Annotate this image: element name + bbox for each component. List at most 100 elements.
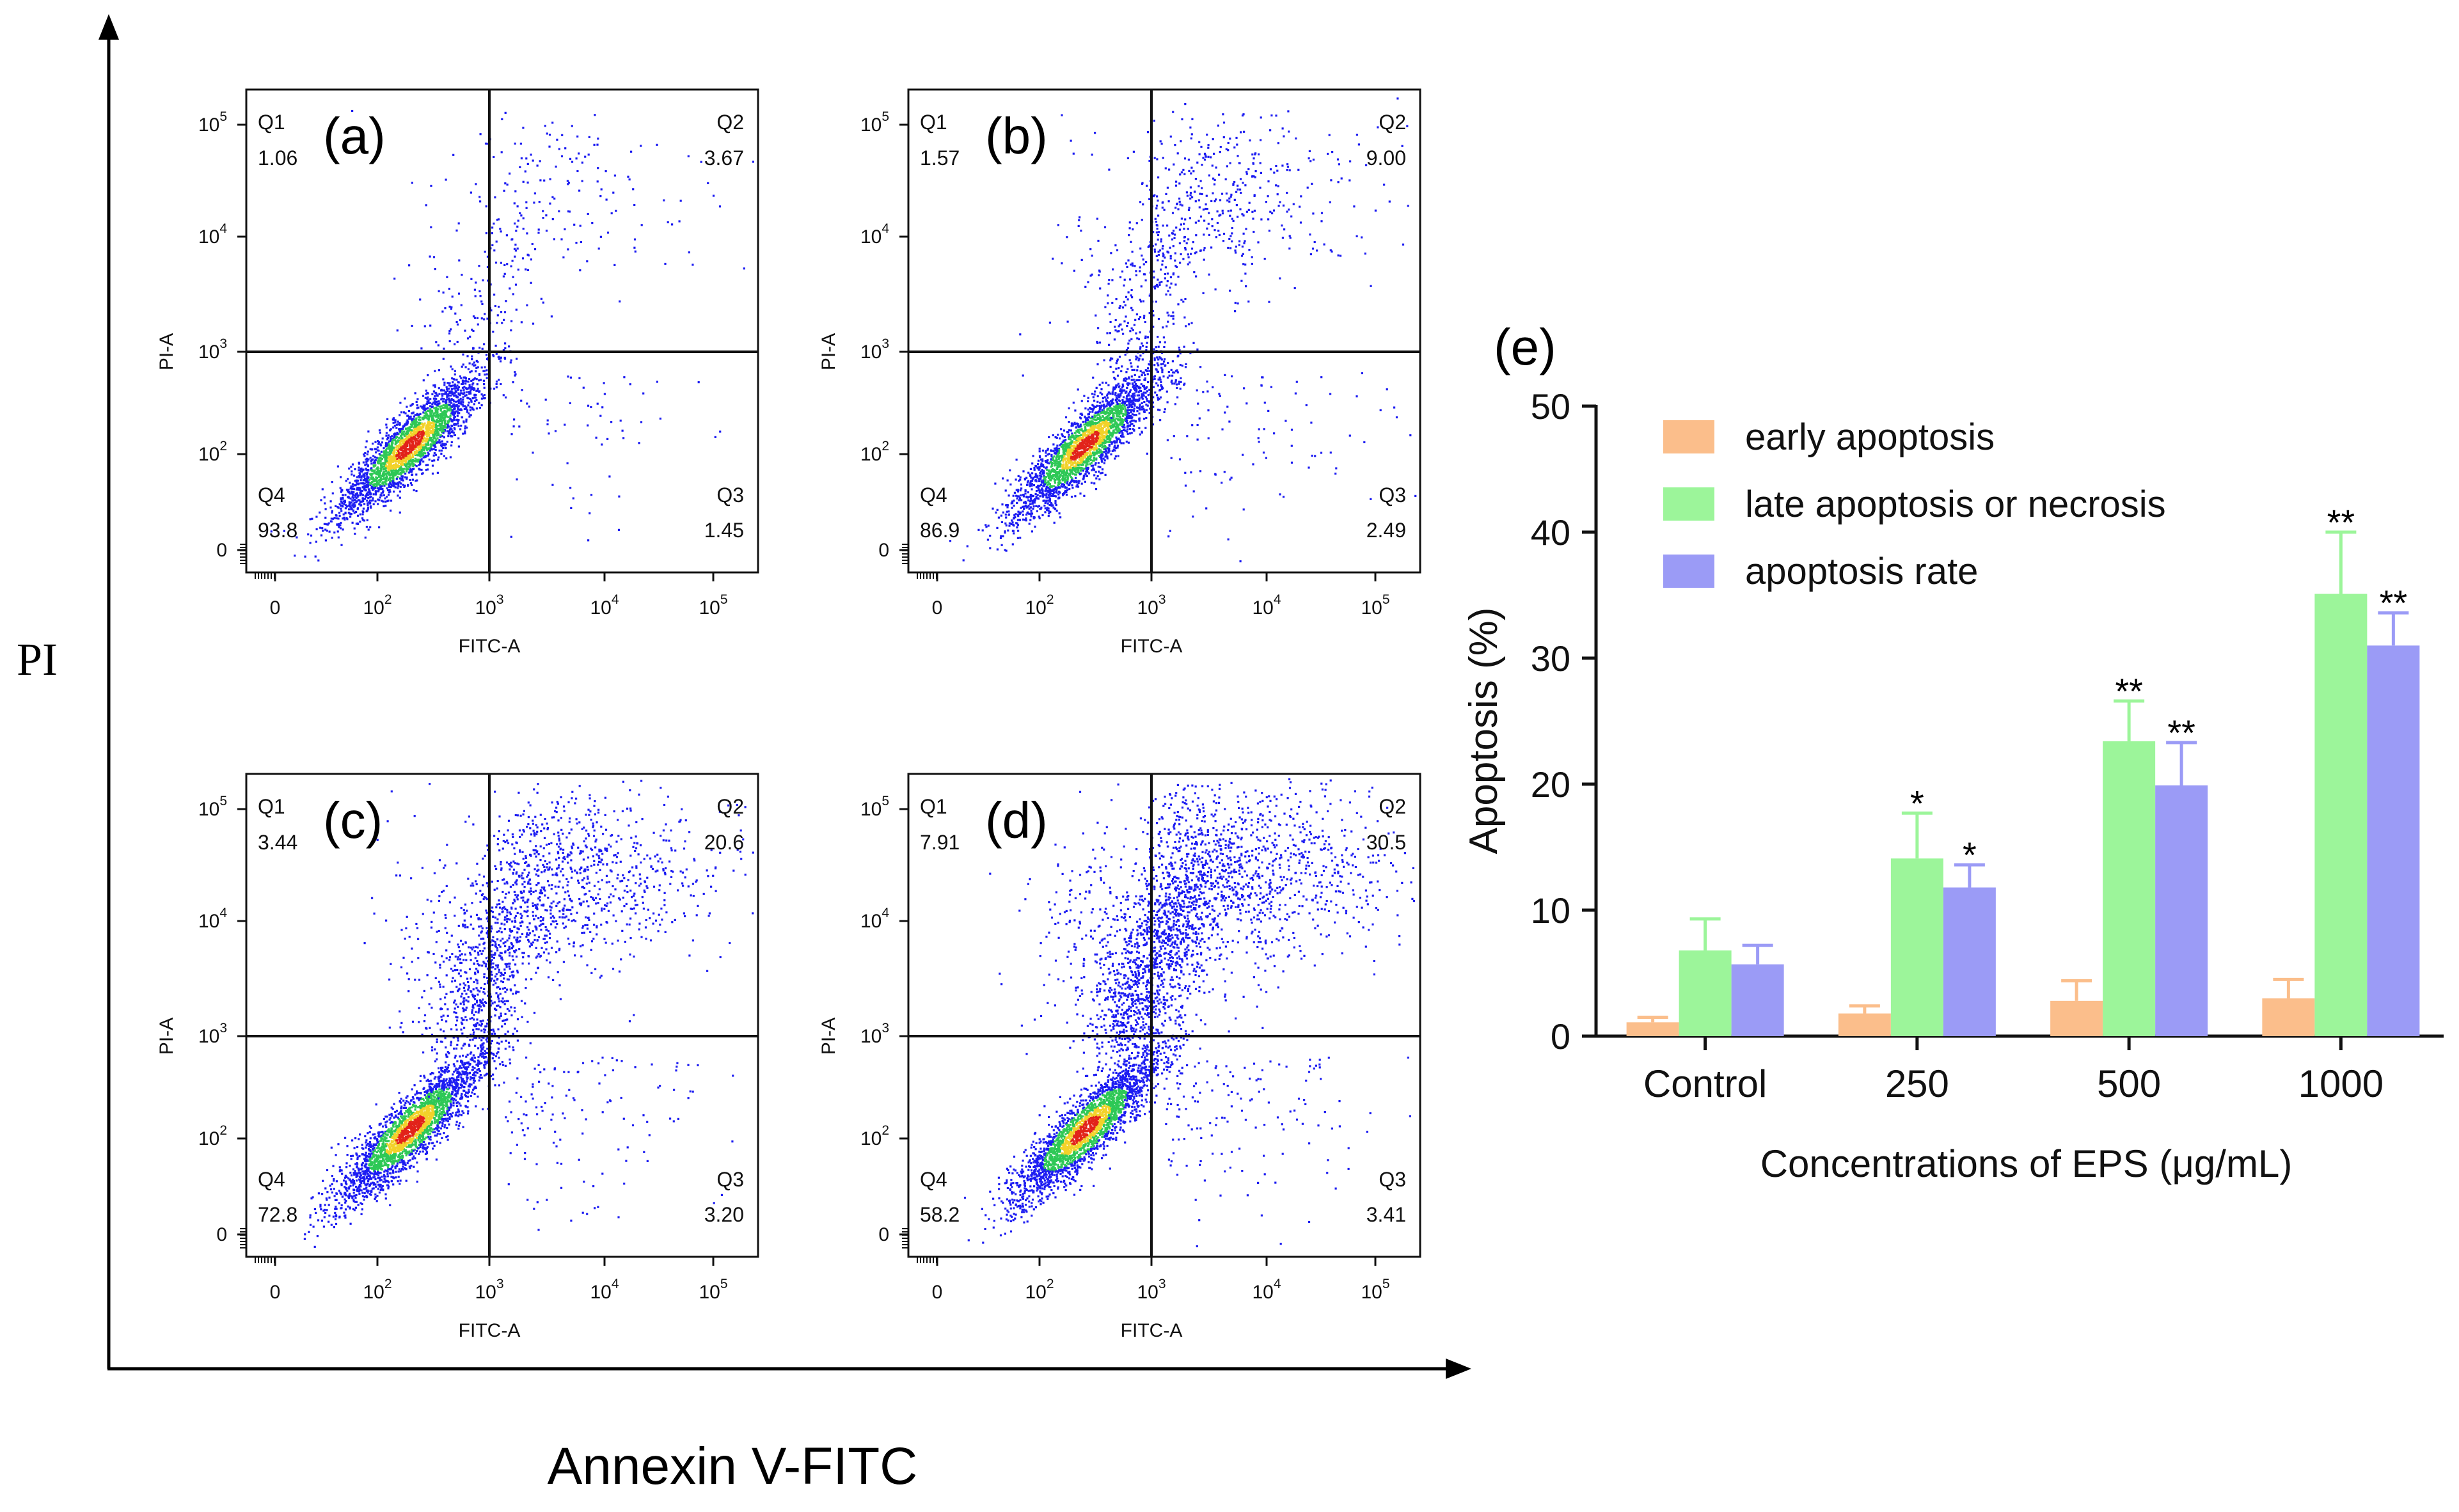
y-tick-label: 103	[860, 336, 889, 363]
x-axis-ticks: 0 102 103 104 105	[917, 572, 1390, 618]
quadrant-q1-name: Q1	[920, 795, 947, 818]
significance-marker: **	[2167, 713, 2195, 753]
bar-2-1	[1943, 887, 1996, 1036]
quadrant-q4-name: Q4	[258, 484, 285, 507]
panel-label: (c)	[323, 792, 383, 849]
scatter-points	[963, 778, 1415, 1248]
y-tick-label: 30	[1531, 638, 1570, 679]
x-axis-label: FITC-A	[459, 636, 521, 657]
legend-swatch	[1663, 487, 1714, 521]
y-tick-label: 104	[198, 221, 227, 248]
x-tick-label: 0	[932, 1282, 943, 1303]
quadrant-q2-name: Q2	[716, 795, 744, 818]
plot-frame	[907, 88, 1421, 574]
quadrant-q3-name: Q3	[1379, 484, 1406, 507]
flow-panel-a: Q1 1.06 Q2 3.67 Q4 93.8 Q3 1.45 (a) 0 102 103 104 105…	[156, 88, 759, 657]
quadrant-q1-name: Q1	[920, 111, 947, 134]
y-tick-label: 20	[1531, 764, 1570, 805]
bar-1-0	[1679, 950, 1732, 1036]
x-axis-ticks: 0 102 103 104 105	[255, 572, 728, 618]
y-tick-label: 102	[198, 1123, 227, 1149]
y-tick-label: 40	[1531, 512, 1570, 553]
plot-frame	[245, 88, 759, 574]
x-tick-label: 103	[475, 1277, 503, 1303]
quadrant-q1-value: 3.44	[258, 831, 297, 854]
scatter-points	[949, 97, 1417, 563]
quadrant-q3-value: 3.20	[704, 1203, 744, 1226]
y-tick-label: 105	[198, 794, 227, 820]
y-tick-label: 103	[198, 336, 227, 363]
flow-panel-b: Q1 1.57 Q2 9.00 Q4 86.9 Q3 2.49 (b) 0 102 103 104 105…	[818, 88, 1421, 657]
flow-panel-c: Q1 3.44 Q2 20.6 Q4 72.8 Q3 3.20 (c) 0 102 103 104 105…	[156, 773, 759, 1341]
quadrant-q4-value: 72.8	[258, 1203, 297, 1226]
legend-swatch	[1663, 420, 1714, 453]
bar-2-2	[2155, 785, 2208, 1036]
x-tick-label: 105	[699, 592, 727, 618]
quadrant-q3-name: Q3	[1379, 1168, 1406, 1191]
quadrant-q2-value: 3.67	[704, 146, 744, 169]
panel-label: (e)	[1494, 319, 1556, 375]
y-axis-label: PI-A	[156, 333, 177, 370]
y-tick-label: 104	[860, 906, 889, 932]
y-axis-ticks: 0 102 103 104 105	[198, 794, 246, 1248]
outer-y-axis-label: PI	[17, 634, 58, 685]
x-tick-label: 104	[590, 592, 619, 618]
quadrant-q2-value: 9.00	[1366, 146, 1406, 169]
x-tick-label: 102	[363, 1277, 391, 1303]
x-axis-label: FITC-A	[1121, 636, 1183, 657]
y-tick-label: 0	[1551, 1016, 1570, 1057]
x-axis-label: FITC-A	[1121, 1320, 1183, 1341]
quadrant-q4-value: 58.2	[920, 1203, 960, 1226]
x-tick-label: 104	[590, 1277, 619, 1303]
bar-1-1	[1890, 858, 1943, 1036]
y-tick-label: 105	[860, 794, 889, 820]
y-tick-label: 102	[860, 439, 889, 465]
quadrant-q4-value: 86.9	[920, 519, 960, 542]
outer-y-axis-arrow	[99, 14, 119, 40]
y-tick-label: 104	[860, 221, 889, 248]
x-tick-label: 102	[363, 592, 391, 618]
bar-2-0	[1731, 964, 1784, 1036]
quadrant-q2-name: Q2	[1379, 111, 1406, 134]
y-tick-label: 10	[1531, 890, 1570, 931]
quadrant-q2-name: Q2	[1379, 795, 1406, 818]
quadrant-q3-name: Q3	[716, 1168, 744, 1191]
x-tick-label: 104	[1252, 1277, 1281, 1303]
x-tick-label: 102	[1025, 1277, 1054, 1303]
x-tick-label: 0	[270, 597, 281, 618]
quadrant-q4-name: Q4	[920, 1168, 947, 1191]
quadrant-q4-name: Q4	[920, 484, 947, 507]
x-tick-label: 105	[699, 1277, 727, 1303]
x-tick-label: 250	[1885, 1062, 1949, 1105]
quadrant-q1-value: 1.57	[920, 146, 960, 169]
legend-label: early apoptosis	[1745, 416, 1995, 458]
plot-frame	[907, 773, 1421, 1258]
quadrant-q3-name: Q3	[716, 484, 744, 507]
y-tick-label: 0	[216, 540, 227, 561]
significance-marker: **	[2327, 502, 2355, 542]
bar-1-2	[2103, 741, 2156, 1036]
bar-0-1	[1838, 1013, 1891, 1036]
x-tick-label: 0	[270, 1282, 281, 1303]
bar-1-3	[2314, 594, 2368, 1036]
quadrant-q2-name: Q2	[716, 111, 744, 134]
bar-2-3	[2367, 645, 2420, 1036]
quadrant-q3-value: 1.45	[704, 519, 744, 542]
x-tick-label: 103	[1137, 592, 1166, 618]
x-tick-label: 105	[1361, 592, 1389, 618]
outer-axes: PI Annexin V-FITC	[17, 14, 1471, 1495]
y-tick-label: 104	[198, 906, 227, 932]
y-axis-label: PI-A	[818, 1018, 839, 1055]
y-axis-label: Apoptosis (%)	[1462, 608, 1506, 854]
quadrant-q2-value: 30.5	[1366, 831, 1406, 854]
flow-panel-d: Q1 7.91 Q2 30.5 Q4 58.2 Q3 3.41 (d) 0 102 103 104 105…	[818, 773, 1421, 1341]
panel-label: (d)	[985, 792, 1048, 849]
quadrant-q4-value: 93.8	[258, 519, 297, 542]
panel-label: (a)	[323, 107, 386, 164]
quadrant-q3-value: 2.49	[1366, 519, 1406, 542]
significance-marker: **	[2115, 671, 2143, 711]
panel-label: (b)	[985, 107, 1048, 164]
scatter-points	[270, 109, 754, 562]
bar-0-3	[2262, 998, 2315, 1036]
quadrant-q1-name: Q1	[258, 111, 285, 134]
